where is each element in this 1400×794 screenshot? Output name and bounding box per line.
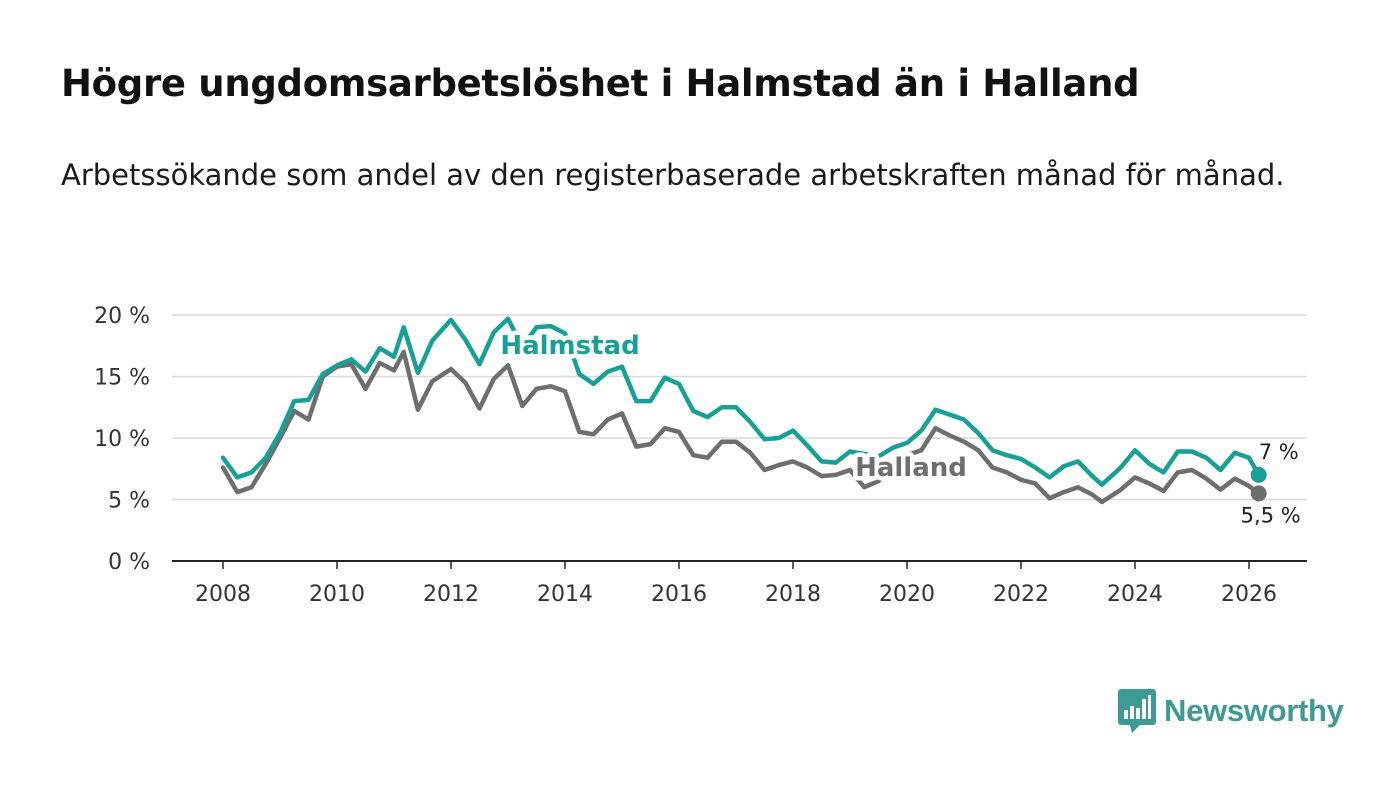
x-tick-label-2012: 2012 <box>423 582 479 607</box>
x-tick-label-2014: 2014 <box>537 582 593 607</box>
x-tick-label-2016: 2016 <box>651 582 707 607</box>
y-tick-label-15: 15 % <box>94 366 150 391</box>
y-tick-label-0: 0 % <box>108 550 150 575</box>
newsworthy-logo-text: Newsworthy <box>1164 693 1344 728</box>
series-line-halmstad <box>220 316 1261 487</box>
series-label-halland: Halland <box>855 453 967 483</box>
x-tick-label-2018: 2018 <box>765 582 821 607</box>
y-tick-label-10: 10 % <box>94 427 150 452</box>
series-labels: 7 % 5,5 % Halmstad Halland <box>496 327 1301 528</box>
end-label-halland: 5,5 % <box>1241 503 1301 527</box>
x-tick-label-2010: 2010 <box>309 582 365 607</box>
x-tick-label-2022: 2022 <box>993 582 1049 607</box>
end-point-halmstad <box>1250 466 1267 483</box>
x-tick-label-2026: 2026 <box>1221 582 1277 607</box>
line-chart: 0 % 5 % 10 % 15 % 20 % 2008 2010 2012 2014 2016 20… <box>94 304 1307 607</box>
y-tick-label-5: 5 % <box>108 489 150 514</box>
x-tick-label-2020: 2020 <box>879 582 935 607</box>
axes: 0 % 5 % 10 % 15 % 20 % 2008 2010 2012 2014 2016 20… <box>94 304 1307 607</box>
grid-lines <box>172 314 1307 501</box>
newsworthy-logo: Newsworthy <box>1118 689 1344 733</box>
chart-subtitle: Arbetssökande som andel av den registerb… <box>61 158 1285 192</box>
y-tick-label-20: 20 % <box>94 304 150 329</box>
newsworthy-logo-icon <box>1118 689 1156 733</box>
end-point-halland <box>1250 485 1267 502</box>
end-label-halmstad: 7 % <box>1259 440 1299 464</box>
series-label-halmstad: Halmstad <box>500 331 639 361</box>
x-tick-label-2024: 2024 <box>1107 582 1163 607</box>
series-lines <box>220 316 1267 505</box>
chart-title: Högre ungdomsarbetslöshet i Halmstad än … <box>61 62 1140 105</box>
x-tick-label-2008: 2008 <box>195 582 251 607</box>
series-line-halland <box>220 349 1261 505</box>
